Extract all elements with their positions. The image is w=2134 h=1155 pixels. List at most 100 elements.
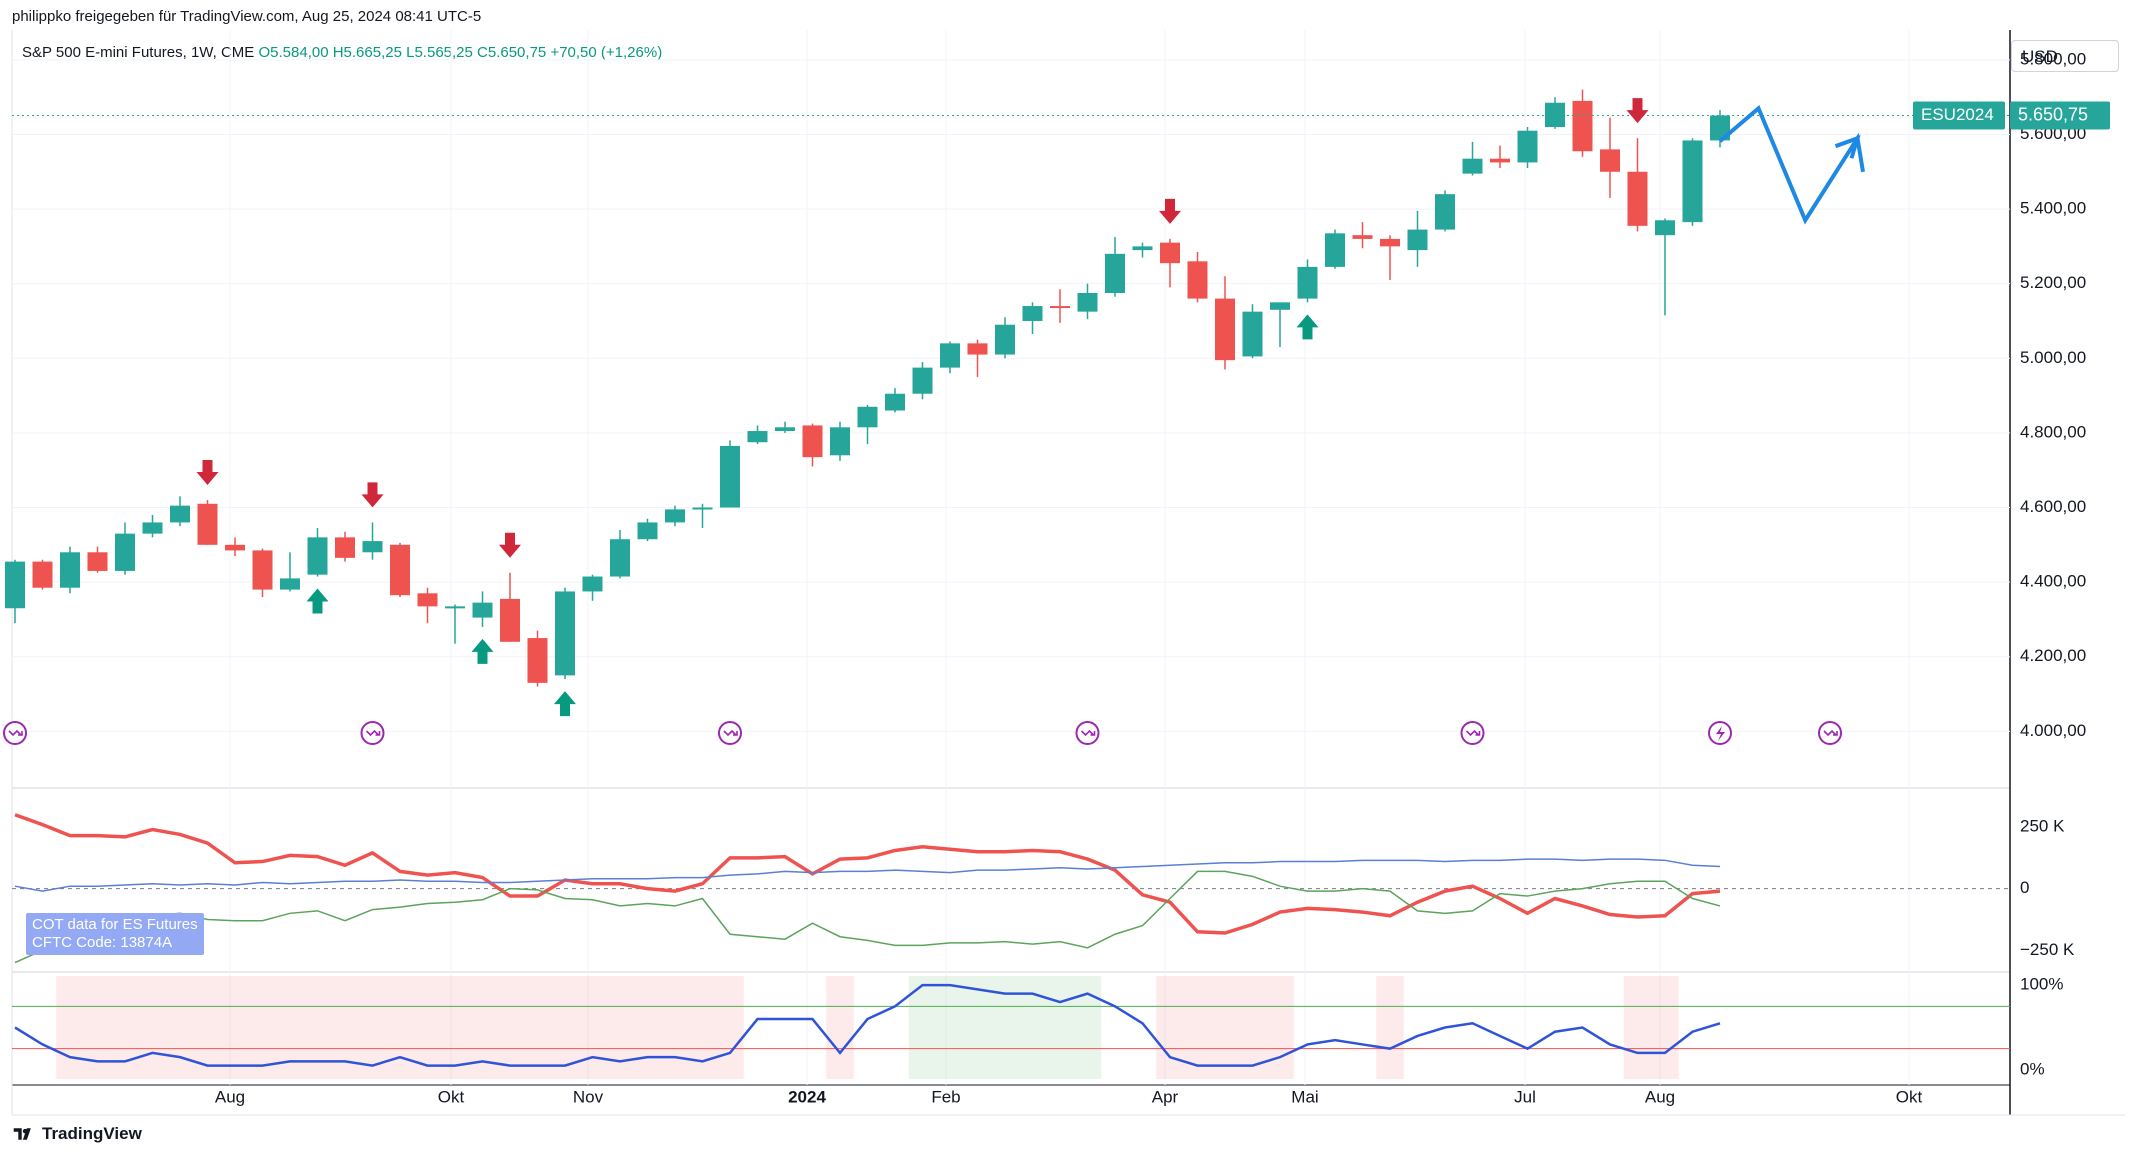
cot-legend-line1: COT data for ES Futures (32, 916, 198, 933)
event-split-icon (1823, 729, 1838, 737)
footer-brand[interactable]: TradingView (12, 1124, 142, 1144)
signal-up-arrow-icon (306, 588, 329, 614)
candle-body (802, 425, 823, 458)
ohlc-low: L5.565,25 (406, 44, 473, 61)
event-flash-icon (1716, 726, 1725, 741)
signal-down-arrow-icon (361, 482, 384, 508)
candle-body (142, 522, 163, 534)
ohlc-high: H5.665,25 (332, 44, 402, 61)
candle-body (445, 606, 465, 609)
ohlc-open: O5.584,00 (258, 44, 329, 61)
event-split-icon (723, 729, 738, 737)
candle-body (555, 591, 575, 676)
candle-body (857, 406, 878, 428)
cot-series-line (14, 870, 1721, 964)
ticker-tag: ESU2024 (1921, 105, 1994, 124)
candle-body (1682, 140, 1703, 223)
cot-tick-label: −250 K (2020, 940, 2075, 959)
x-tick-label: Nov (573, 1087, 604, 1106)
candle-body (747, 431, 768, 443)
index-shade-red (56, 976, 744, 1079)
signal-up-arrow-icon (471, 638, 494, 664)
candle-body (115, 533, 135, 571)
candle-body (1187, 261, 1208, 299)
x-tick-label: Aug (1645, 1087, 1675, 1106)
price-tick-label: 5.000,00 (2020, 348, 2086, 367)
candle-body (1627, 171, 1648, 226)
candle-body (280, 578, 300, 590)
candle-body (1545, 102, 1565, 127)
x-tick-label: Jul (1514, 1087, 1536, 1106)
last-price-tag-bg (2010, 101, 2110, 130)
candle-body (335, 537, 355, 558)
candle-body (1132, 246, 1153, 251)
x-tick-label: Feb (931, 1087, 960, 1106)
cot-tick-label: 250 K (2020, 817, 2065, 836)
index-shade-green (908, 976, 1102, 1079)
candle-body (472, 602, 493, 618)
event-split-icon (8, 729, 23, 737)
candle-body (60, 552, 80, 588)
footer-brand-label: TradingView (42, 1124, 142, 1143)
candle-body (967, 343, 988, 355)
candle-body (1242, 311, 1263, 357)
candle-body (87, 552, 108, 571)
price-tick-label: 5.400,00 (2020, 199, 2086, 218)
last-price-tag: 5.650,75 (2018, 104, 2088, 124)
cot-legend: COT data for ES Futures CFTC Code: 13874… (26, 913, 204, 955)
index-shade-red (1376, 976, 1404, 1079)
candle-body (1022, 306, 1043, 321)
cot-series-line (14, 858, 1721, 892)
cot-legend-line2: CFTC Code: 13874A (32, 934, 173, 951)
index-shade-red (1156, 976, 1294, 1079)
candle-body (1517, 130, 1538, 163)
signal-down-arrow-icon (499, 532, 521, 558)
x-tick-label: Aug (215, 1087, 245, 1106)
x-tick-label: Okt (438, 1087, 465, 1106)
signal-down-arrow-icon (196, 460, 219, 486)
candle-body (5, 561, 25, 609)
candle-body (912, 367, 933, 394)
candle-body (665, 509, 685, 523)
candle-body (1600, 149, 1620, 172)
candle-body (582, 576, 603, 592)
price-tick-label: 4.000,00 (2020, 721, 2086, 740)
candle-body (1380, 238, 1400, 247)
candle-body (252, 550, 273, 590)
candle-body (32, 561, 53, 588)
candle-body (197, 503, 218, 545)
candle-body (1572, 100, 1593, 152)
price-tick-label: 4.600,00 (2020, 497, 2086, 516)
x-tick-label: Okt (1896, 1087, 1923, 1106)
ohlc-change: +70,50 (+1,26%) (550, 44, 663, 61)
event-split-icon (1080, 729, 1096, 737)
candle-body (830, 427, 850, 456)
candle-body (362, 541, 383, 553)
symbol-info: S&P 500 E-mini Futures, 1W, CME O5.584,0… (22, 44, 662, 61)
cot-tick-label: 0 (2020, 878, 2029, 897)
candle-body (527, 638, 548, 683)
candle-body (610, 539, 630, 577)
candle-body (307, 537, 328, 575)
candle-body (170, 505, 190, 523)
signal-up-arrow-icon (1296, 314, 1319, 340)
candle-body (720, 445, 740, 508)
candle-body (692, 507, 713, 510)
candle-body (1352, 235, 1373, 239)
tradingview-logo-icon (13, 1128, 31, 1140)
currency-button[interactable]: USD (2011, 40, 2119, 72)
ohlc-close: C5.650,75 (477, 44, 547, 61)
projection-path (1718, 105, 1865, 225)
candle-body (775, 427, 795, 432)
candle-body (1325, 233, 1345, 267)
candle-body (637, 522, 658, 540)
candle-body (1215, 298, 1235, 361)
candle-body (1490, 158, 1510, 163)
price-tick-label: 4.200,00 (2020, 646, 2086, 665)
price-tick-label: 5.200,00 (2020, 273, 2086, 292)
index-shade-red (1623, 976, 1679, 1079)
candle-body (1050, 306, 1070, 309)
candle-body (500, 598, 520, 642)
x-tick-label: Apr (1152, 1087, 1179, 1106)
